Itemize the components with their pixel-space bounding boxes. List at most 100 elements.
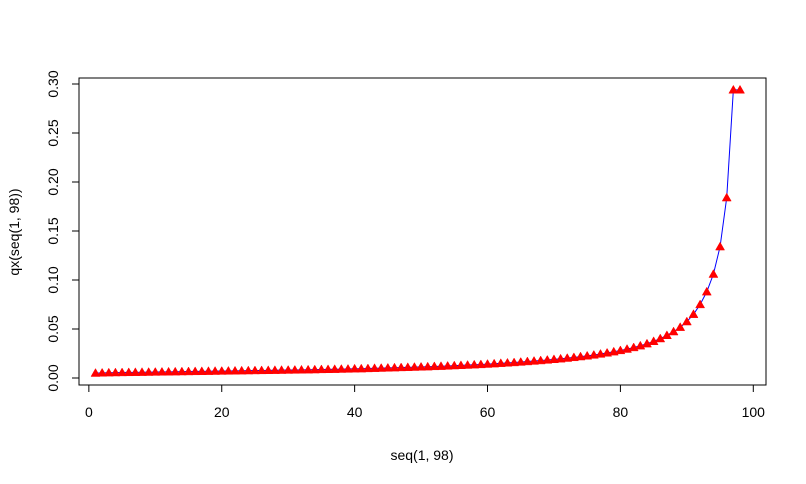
data-point-marker xyxy=(422,361,433,371)
data-point-marker xyxy=(216,366,227,375)
data-point-marker xyxy=(475,359,486,369)
data-point-marker xyxy=(701,286,712,296)
data-point-marker xyxy=(343,363,353,373)
data-point-marker xyxy=(582,350,593,360)
data-point-marker xyxy=(482,359,493,368)
data-point-marker xyxy=(130,367,141,376)
data-point-marker xyxy=(688,309,699,318)
data-point-marker xyxy=(595,348,606,358)
data-point-marker xyxy=(123,367,134,377)
data-point-marker xyxy=(323,364,333,374)
data-point-marker xyxy=(436,361,446,370)
data-point-marker xyxy=(117,367,128,377)
data-point-marker xyxy=(462,360,473,369)
data-point-marker xyxy=(456,360,466,369)
data-point-marker xyxy=(236,365,247,375)
data-point-marker xyxy=(103,367,114,377)
data-point-marker xyxy=(263,365,274,374)
data-point-marker xyxy=(568,352,579,362)
data-point-marker xyxy=(256,365,267,375)
data-point-marker xyxy=(515,357,526,366)
data-point-marker xyxy=(382,362,393,372)
data-point-marker xyxy=(97,367,108,377)
data-point-marker xyxy=(276,365,287,374)
data-point-marker xyxy=(575,351,586,361)
data-point-marker xyxy=(303,364,314,374)
data-point-marker xyxy=(283,365,294,374)
data-point-marker xyxy=(157,366,167,376)
series-line xyxy=(95,89,740,374)
data-point-marker xyxy=(469,359,480,369)
data-point-marker xyxy=(150,367,161,376)
data-point-marker xyxy=(495,358,506,367)
x-tick-label: 0 xyxy=(85,404,93,420)
x-tick-label: 20 xyxy=(214,404,230,420)
data-point-marker xyxy=(137,367,147,376)
x-tick-label: 40 xyxy=(347,404,363,420)
y-tick-label: 0.25 xyxy=(45,119,61,146)
y-tick-label: 0.15 xyxy=(45,217,61,244)
data-point-marker xyxy=(416,361,427,371)
data-point-marker xyxy=(250,365,260,375)
data-point-marker xyxy=(535,355,546,365)
data-point-marker xyxy=(695,299,706,309)
data-point-marker xyxy=(170,366,181,376)
data-point-marker xyxy=(356,363,367,373)
data-point-marker xyxy=(602,347,613,357)
data-point-marker xyxy=(223,365,234,375)
data-point-marker xyxy=(608,346,619,356)
data-point-marker xyxy=(522,356,533,366)
y-axis-title: qx(seq(1, 98)) xyxy=(6,188,22,275)
data-point-marker xyxy=(296,364,307,374)
data-point-marker xyxy=(449,360,460,370)
data-point-marker xyxy=(735,84,745,94)
data-point-marker xyxy=(230,365,240,375)
y-tick-label: 0.05 xyxy=(45,315,61,342)
data-point-marker xyxy=(309,364,320,374)
data-point-marker xyxy=(721,192,732,202)
data-point-marker xyxy=(708,269,719,278)
data-point-marker xyxy=(210,366,221,375)
y-tick-label: 0.30 xyxy=(45,70,61,97)
y-tick-label: 0.20 xyxy=(45,168,61,195)
data-point-marker xyxy=(402,362,413,371)
data-point-marker xyxy=(715,241,725,251)
data-point-marker xyxy=(176,366,187,376)
data-point-marker xyxy=(555,353,566,363)
data-point-marker xyxy=(681,316,692,326)
data-point-marker xyxy=(668,326,679,336)
data-point-marker xyxy=(362,363,373,373)
data-point-marker xyxy=(489,358,500,368)
data-point-marker xyxy=(549,354,559,364)
data-point-marker xyxy=(376,363,387,372)
data-point-marker xyxy=(409,362,420,371)
data-point-marker xyxy=(329,364,340,373)
series-markers xyxy=(90,84,745,377)
data-point-marker xyxy=(642,338,652,348)
data-point-marker xyxy=(190,366,201,376)
x-tick-label: 80 xyxy=(613,404,629,420)
data-point-marker xyxy=(269,365,280,374)
data-point-marker xyxy=(442,360,453,370)
data-point-marker xyxy=(183,366,194,376)
data-point-marker xyxy=(728,84,739,94)
data-point-marker xyxy=(243,365,254,375)
y-axis: 0.00 0.05 0.10 0.15 0.20 0.25 0.30 xyxy=(45,70,80,392)
data-point-marker xyxy=(143,367,154,376)
data-point-marker xyxy=(655,333,666,343)
x-axis: 0 20 40 60 80 100 xyxy=(85,384,766,420)
data-point-marker xyxy=(349,363,360,373)
x-axis-title: seq(1, 98) xyxy=(390,447,453,463)
data-point-marker xyxy=(396,362,407,372)
data-point-marker xyxy=(336,364,347,373)
data-point-marker xyxy=(196,366,207,375)
x-tick-label: 100 xyxy=(742,404,766,420)
data-point-marker xyxy=(163,366,174,376)
x-tick-label: 60 xyxy=(480,404,496,420)
data-point-marker xyxy=(316,364,327,374)
data-point-marker xyxy=(562,353,573,362)
data-point-marker xyxy=(429,361,440,371)
data-point-marker xyxy=(90,368,101,377)
y-tick-label: 0.10 xyxy=(45,266,61,293)
